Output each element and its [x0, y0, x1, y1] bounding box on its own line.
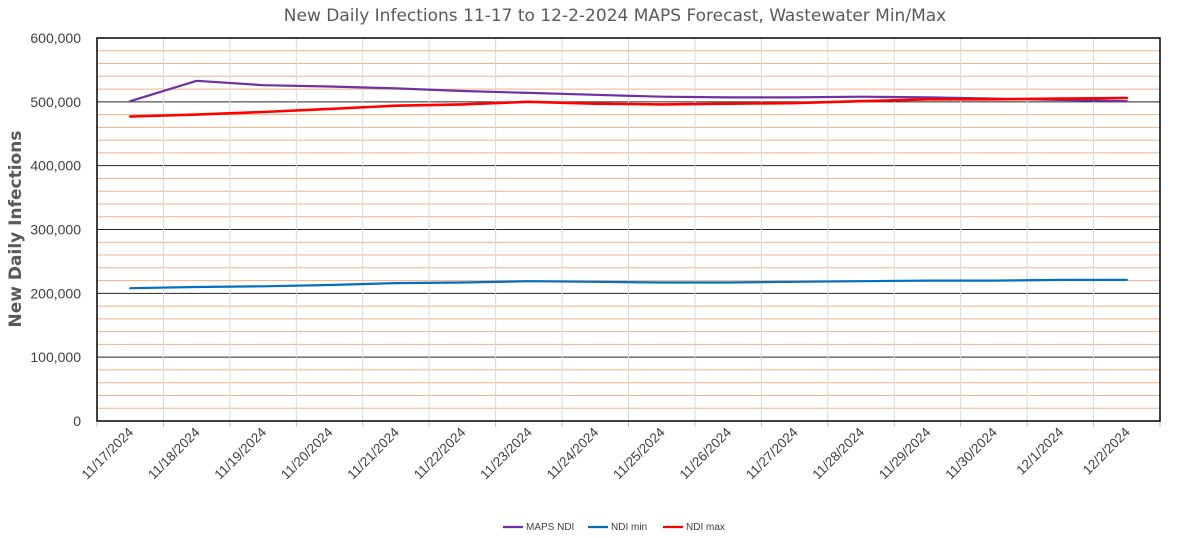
x-tick-label: 11/17/2024 [79, 424, 137, 482]
legend-label-ndi-min: NDI min [611, 522, 647, 533]
y-tick-label: 500,000 [30, 94, 81, 110]
x-tick-label: 11/24/2024 [544, 424, 602, 482]
series-line-ndi-min [129, 278, 1128, 290]
x-tick-label: 11/22/2024 [411, 424, 469, 482]
x-tick-label: 11/28/2024 [809, 424, 867, 482]
x-tick-label: 12/2/2024 [1080, 424, 1133, 477]
y-tick-label: 0 [73, 413, 81, 429]
series-line-ndi-max [128, 96, 1129, 118]
y-tick-label: 400,000 [30, 158, 81, 174]
x-tick-label: 12/1/2024 [1013, 424, 1066, 477]
y-tick-label: 100,000 [30, 349, 81, 365]
y-tick-label: 300,000 [30, 222, 81, 238]
y-axis-tick-labels: 0 100,000 200,000 300,000 400,000 500,000 600,… [30, 30, 81, 429]
legend-label-maps-ndi: MAPS NDI [526, 522, 574, 533]
x-tick-label: 11/26/2024 [677, 424, 735, 482]
x-tick-label: 11/27/2024 [743, 424, 801, 482]
plot-area-border [96, 37, 1161, 422]
legend: MAPS NDI NDI min NDI max [503, 522, 725, 533]
x-axis-ticks [96, 38, 1161, 427]
x-tick-label: 11/25/2024 [610, 424, 668, 482]
y-axis-label: New Daily Infections [6, 131, 26, 328]
y-tick-label: 600,000 [30, 30, 81, 46]
legend-label-ndi-max: NDI max [686, 522, 725, 533]
x-tick-label: 11/30/2024 [942, 424, 1000, 482]
y-tick-label: 200,000 [30, 285, 81, 301]
x-axis-tick-labels: 11/17/2024 11/18/2024 11/19/2024 11/20/2024… [79, 424, 1134, 482]
x-tick-label: 11/21/2024 [344, 424, 402, 482]
x-tick-label: 11/19/2024 [212, 424, 270, 482]
x-tick-label: 11/20/2024 [278, 424, 336, 482]
series-layer [128, 79, 1129, 290]
x-tick-label: 11/18/2024 [145, 424, 203, 482]
x-tick-label: 11/23/2024 [477, 424, 535, 482]
chart-title: New Daily Infections 11-17 to 12-2-2024 … [284, 6, 946, 26]
x-tick-label: 11/29/2024 [876, 424, 934, 482]
